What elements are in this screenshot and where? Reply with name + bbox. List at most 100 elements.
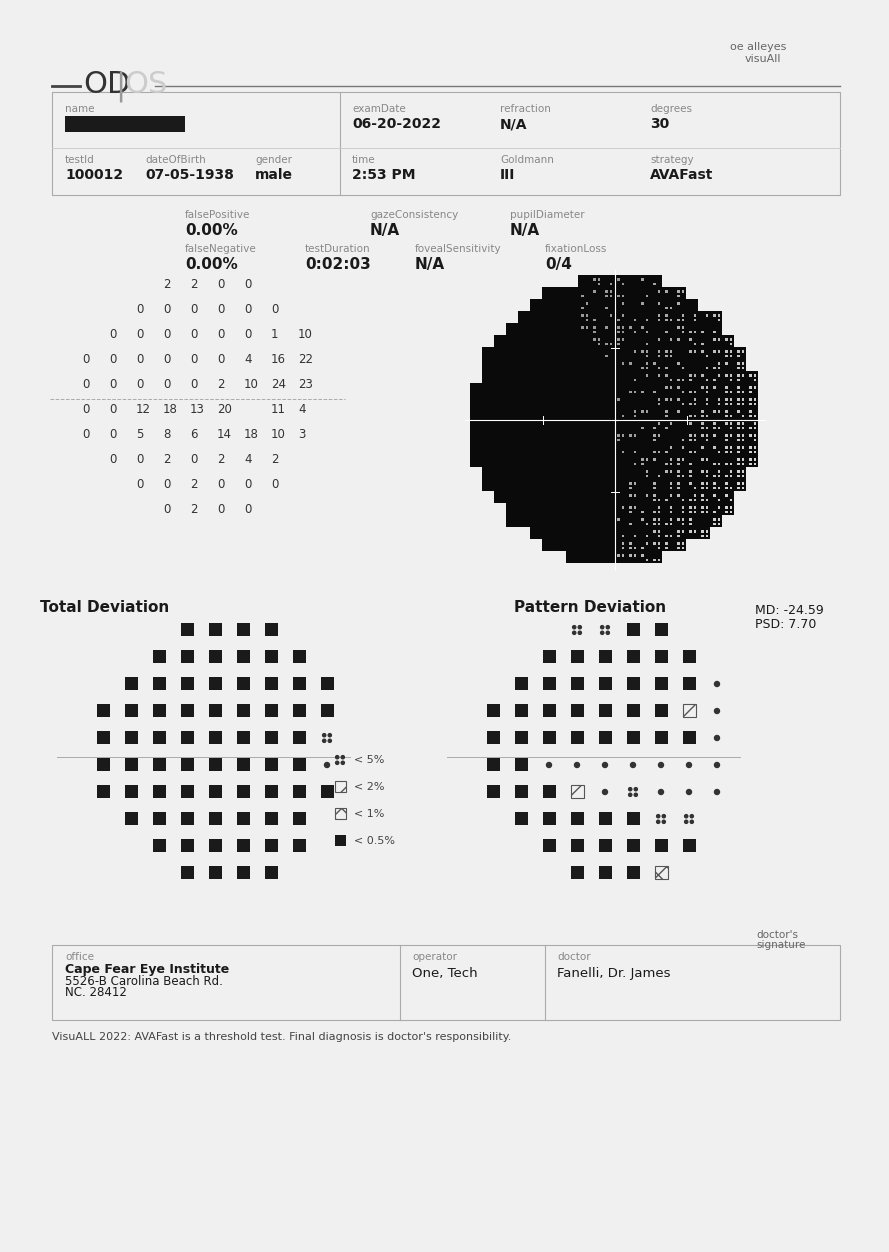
- Bar: [614, 299, 626, 310]
- Bar: [730, 495, 733, 497]
- Bar: [658, 338, 661, 341]
- Bar: [293, 839, 306, 853]
- Text: Total Deviation: Total Deviation: [40, 600, 170, 615]
- Bar: [754, 427, 757, 429]
- Circle shape: [578, 631, 581, 635]
- Circle shape: [686, 762, 692, 767]
- Bar: [669, 314, 672, 317]
- Bar: [725, 343, 727, 346]
- Bar: [542, 443, 554, 454]
- Bar: [653, 422, 655, 424]
- Bar: [669, 511, 672, 513]
- Bar: [653, 482, 655, 485]
- Bar: [530, 480, 542, 491]
- Bar: [605, 331, 607, 333]
- Bar: [590, 480, 602, 491]
- Bar: [653, 558, 655, 561]
- Bar: [730, 409, 733, 412]
- Bar: [701, 487, 703, 490]
- Bar: [181, 704, 194, 717]
- Bar: [638, 407, 650, 419]
- Bar: [566, 551, 578, 563]
- Bar: [629, 427, 631, 429]
- Bar: [542, 299, 554, 310]
- Bar: [682, 398, 685, 401]
- Bar: [653, 495, 655, 497]
- Bar: [737, 487, 740, 490]
- Bar: [638, 419, 650, 431]
- Bar: [693, 511, 696, 513]
- Bar: [494, 407, 506, 419]
- Bar: [682, 518, 685, 521]
- Text: 0: 0: [271, 478, 278, 491]
- Bar: [677, 367, 679, 369]
- Bar: [586, 354, 589, 357]
- Bar: [581, 278, 583, 280]
- Bar: [634, 343, 637, 346]
- Bar: [722, 454, 734, 467]
- Bar: [641, 331, 644, 333]
- Bar: [701, 379, 703, 382]
- Bar: [634, 470, 637, 472]
- Bar: [650, 515, 662, 527]
- Bar: [626, 299, 638, 310]
- Bar: [566, 467, 578, 480]
- Bar: [749, 451, 751, 453]
- Text: 2: 2: [217, 378, 225, 391]
- Bar: [713, 463, 716, 466]
- Circle shape: [690, 815, 693, 818]
- Circle shape: [606, 631, 609, 635]
- Text: examDate: examDate: [352, 104, 405, 114]
- Bar: [713, 367, 716, 369]
- Bar: [722, 419, 734, 431]
- Bar: [674, 454, 686, 467]
- Bar: [698, 503, 710, 515]
- Bar: [638, 347, 650, 359]
- Bar: [737, 414, 740, 417]
- Text: 0: 0: [136, 453, 143, 466]
- Bar: [335, 781, 346, 793]
- Bar: [658, 518, 661, 521]
- Circle shape: [634, 788, 637, 791]
- Bar: [571, 704, 584, 717]
- Bar: [494, 371, 506, 383]
- Bar: [655, 731, 668, 744]
- Bar: [566, 491, 578, 503]
- Bar: [650, 371, 662, 383]
- Bar: [674, 371, 686, 383]
- Bar: [506, 467, 518, 480]
- Bar: [629, 558, 631, 561]
- Bar: [554, 287, 566, 299]
- Bar: [626, 527, 638, 540]
- Bar: [645, 403, 648, 406]
- Text: operator: operator: [412, 952, 457, 962]
- Bar: [674, 491, 686, 503]
- Bar: [701, 351, 703, 353]
- Bar: [578, 503, 590, 515]
- Bar: [737, 398, 740, 401]
- Bar: [634, 535, 637, 537]
- Bar: [737, 422, 740, 424]
- Bar: [518, 359, 530, 371]
- Bar: [693, 446, 696, 448]
- Bar: [674, 347, 686, 359]
- Bar: [725, 398, 727, 401]
- Text: 0: 0: [109, 378, 116, 391]
- Bar: [701, 458, 703, 461]
- Bar: [530, 359, 542, 371]
- Bar: [710, 503, 722, 515]
- Bar: [641, 427, 644, 429]
- Bar: [482, 371, 494, 383]
- Bar: [701, 438, 703, 441]
- Bar: [713, 338, 716, 341]
- Text: office: office: [65, 952, 94, 962]
- Bar: [321, 677, 334, 690]
- Text: 0: 0: [244, 328, 252, 341]
- Bar: [614, 551, 626, 563]
- Bar: [669, 535, 672, 537]
- Bar: [590, 407, 602, 419]
- Bar: [658, 354, 661, 357]
- Bar: [713, 386, 716, 388]
- Bar: [662, 443, 674, 454]
- Bar: [617, 434, 620, 437]
